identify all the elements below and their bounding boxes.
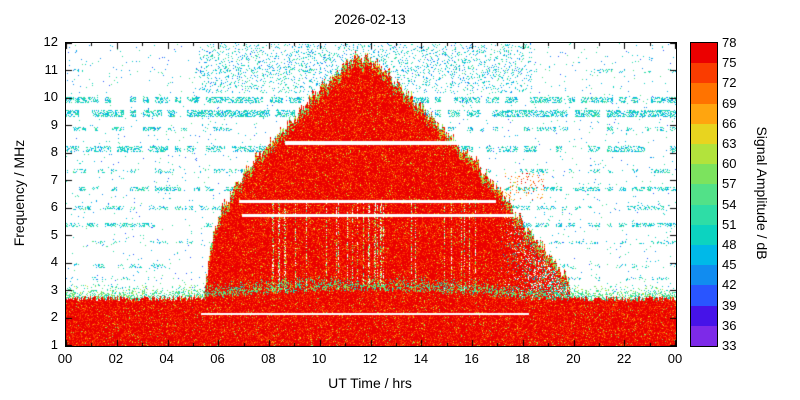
colorbar-tick-label: 39 [722, 297, 737, 313]
colorbar-segment [691, 63, 717, 84]
x-tick-label: 04 [159, 351, 174, 366]
colorbar-tick-label: 75 [722, 55, 737, 71]
y-tick-label: 10 [43, 89, 58, 105]
colorbar-tick-label: 57 [722, 176, 737, 192]
colorbar-segment [691, 164, 717, 185]
colorbar-tick-label: 51 [722, 216, 737, 232]
y-tick-label: 8 [50, 144, 58, 160]
colorbar-segment [691, 224, 717, 246]
colorbar-tick-label: 36 [722, 317, 737, 333]
colorbar-segment [691, 83, 717, 104]
colorbar [690, 42, 718, 347]
colorbar-tick-label: 66 [722, 115, 737, 131]
colorbar-tick-label: 33 [722, 338, 737, 353]
y-tick-label: 2 [50, 309, 58, 325]
colorbar-segment [691, 43, 717, 64]
y-tick-label: 5 [50, 226, 58, 242]
x-tick-label: 22 [616, 351, 632, 366]
x-tick-label: 02 [108, 351, 124, 366]
colorbar-tick-label: 54 [722, 196, 737, 212]
x-tick-label: 18 [515, 351, 530, 366]
y-tick-label: 7 [50, 171, 58, 187]
x-tick-label: 08 [261, 351, 276, 366]
colorbar-segment [691, 123, 717, 145]
y-tick-label: 1 [50, 337, 58, 352]
x-tick-label: 14 [413, 351, 429, 366]
colorbar-tick-label: 78 [722, 35, 737, 50]
colorbar-tick-label: 48 [722, 237, 737, 252]
colorbar-segment [691, 144, 717, 165]
colorbar-tick-label: 60 [722, 156, 737, 172]
colorbar-segment [691, 245, 717, 266]
colorbar-segment [691, 103, 717, 124]
plot-area [65, 42, 677, 347]
x-tick-label: 00 [57, 351, 73, 366]
colorbar-segment [691, 184, 717, 205]
colorbar-segment [691, 265, 717, 286]
x-axis-label: UT Time / hrs [328, 375, 412, 391]
x-tick-label: 16 [464, 351, 479, 366]
x-tick-label: 12 [362, 351, 378, 366]
x-tick-label: 06 [210, 351, 225, 366]
colorbar-segment [691, 285, 717, 306]
colorbar-tick-label: 45 [722, 257, 737, 273]
y-axis-label: Frequency / MHz [11, 139, 27, 247]
colorbar-tick-label: 72 [722, 75, 737, 91]
spectrogram-canvas [66, 43, 676, 346]
y-tick-label: 12 [43, 34, 58, 49]
y-tick-label: 4 [50, 254, 58, 270]
colorbar-tick-label: 69 [722, 95, 737, 111]
colorbar-label: Signal Amplitude / dB [754, 126, 770, 260]
colorbar-tick-label: 42 [722, 277, 737, 293]
y-tick-label: 6 [50, 199, 58, 215]
colorbar-segment [691, 305, 717, 326]
colorbar-segment [691, 325, 717, 347]
chart-title: 2026-02-13 [334, 11, 406, 27]
x-tick-label: 00 [667, 351, 683, 366]
y-tick-label: 3 [50, 281, 58, 297]
colorbar-tick-label: 63 [722, 136, 737, 151]
x-tick-label: 10 [311, 351, 327, 366]
x-tick-label: 20 [566, 351, 581, 366]
colorbar-segment [691, 204, 717, 225]
y-tick-label: 9 [50, 116, 58, 132]
y-tick-label: 11 [44, 61, 59, 77]
